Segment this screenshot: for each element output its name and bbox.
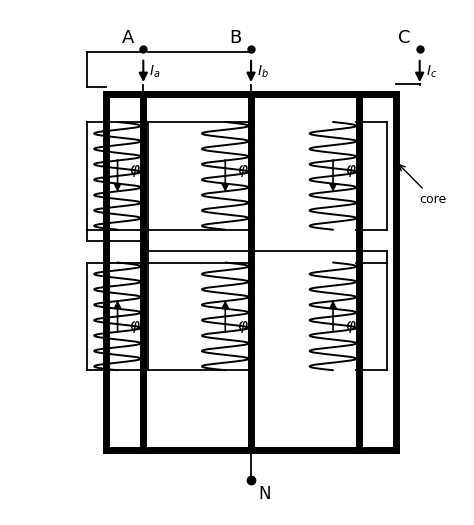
Text: N: N — [258, 485, 271, 503]
Text: $\varphi_b$: $\varphi_b$ — [345, 319, 363, 335]
Text: A: A — [121, 29, 134, 47]
Text: $\varphi_a$: $\varphi_a$ — [129, 163, 147, 179]
Text: $I_c$: $I_c$ — [426, 63, 437, 80]
Text: C: C — [398, 29, 410, 47]
Text: $I_b$: $I_b$ — [257, 63, 269, 80]
Text: $I_a$: $I_a$ — [149, 63, 161, 80]
Text: core: core — [399, 165, 447, 206]
Text: $\varphi_a$: $\varphi_a$ — [237, 319, 255, 335]
Text: B: B — [229, 29, 242, 47]
Text: $\varphi_c$: $\varphi_c$ — [345, 163, 363, 179]
Text: $\varphi_b$: $\varphi_b$ — [237, 163, 255, 179]
Text: $\varphi_c$: $\varphi_c$ — [129, 319, 147, 335]
